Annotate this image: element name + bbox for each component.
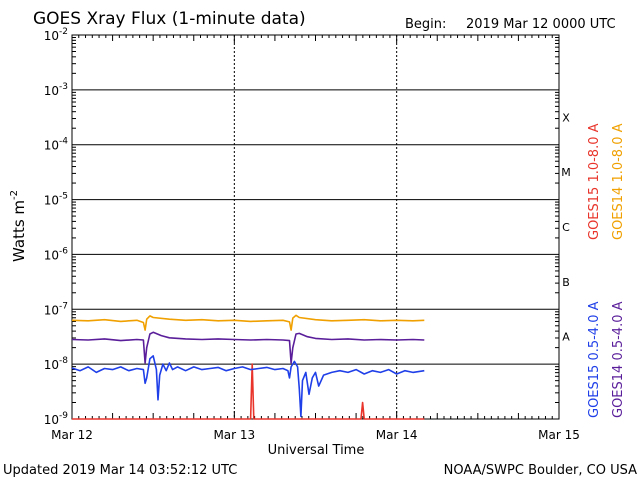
svg-text:Watts m-2: Watts m-2 xyxy=(9,190,28,262)
flare-class-label: C xyxy=(562,221,570,234)
chart-title: GOES Xray Flux (1-minute data) xyxy=(33,9,306,29)
legend-entry: GOES14 1.0-8.0 A xyxy=(611,123,626,240)
x-tick-label: Mar 13 xyxy=(213,428,255,442)
grid-lines xyxy=(72,35,559,419)
y-tick-label: 10-4 xyxy=(44,137,69,153)
x-tick-label: Mar 12 xyxy=(51,428,93,442)
x-tick-labels: Mar 12 Mar 13 Mar 14 Mar 15 xyxy=(51,428,580,442)
x-tick-label: Mar 14 xyxy=(376,428,418,442)
begin-value: 2019 Mar 12 0000 UTC xyxy=(466,17,616,32)
flare-class-label: M xyxy=(561,166,571,179)
series-lines xyxy=(71,314,425,420)
y-tick-label: 10-6 xyxy=(44,246,69,262)
legend-entry: GOES14 0.5-4.0 A xyxy=(611,301,626,418)
x-tick-label: Mar 15 xyxy=(538,428,580,442)
axis-ticks xyxy=(71,35,560,419)
legend-entry: GOES15 1.0-8.0 A xyxy=(587,123,602,240)
series-line xyxy=(71,314,425,331)
series-line xyxy=(72,363,425,420)
y-axis-label: Watts m-2 xyxy=(9,190,28,262)
begin-label: Begin: xyxy=(405,17,446,32)
y-tick-label: 10-5 xyxy=(44,192,68,208)
legend: GOES15 1.0-8.0 A GOES14 1.0-8.0 A GOES15 0… xyxy=(587,123,626,418)
flare-class-label: X xyxy=(562,111,570,124)
updated-timestamp: Updated 2019 Mar 14 03:52:12 UTC xyxy=(3,463,237,478)
series-line xyxy=(71,331,425,364)
y-tick-label: 10-7 xyxy=(44,301,68,317)
credit-text: NOAA/SWPC Boulder, CO USA xyxy=(444,463,637,478)
y-axis-label-sup: -2 xyxy=(9,190,20,200)
y-tick-label: 10-2 xyxy=(44,27,68,43)
flare-class-label: A xyxy=(562,331,570,344)
y-tick-label: 10-8 xyxy=(44,356,69,372)
x-axis-label: Universal Time xyxy=(268,443,365,458)
legend-entry: GOES15 0.5-4.0 A xyxy=(587,301,602,418)
y-tick-labels: 10-2 10-3 10-4 10-5 10-6 10-7 10-8 10-9 xyxy=(44,27,69,427)
y-tick-label: 10-9 xyxy=(44,411,69,427)
flare-class-label: B xyxy=(562,276,570,289)
flare-class-labels: X M C B A xyxy=(561,111,571,343)
series-line xyxy=(71,355,425,418)
y-tick-label: 10-3 xyxy=(44,82,68,98)
y-axis-label-text: Watts m xyxy=(10,200,28,262)
